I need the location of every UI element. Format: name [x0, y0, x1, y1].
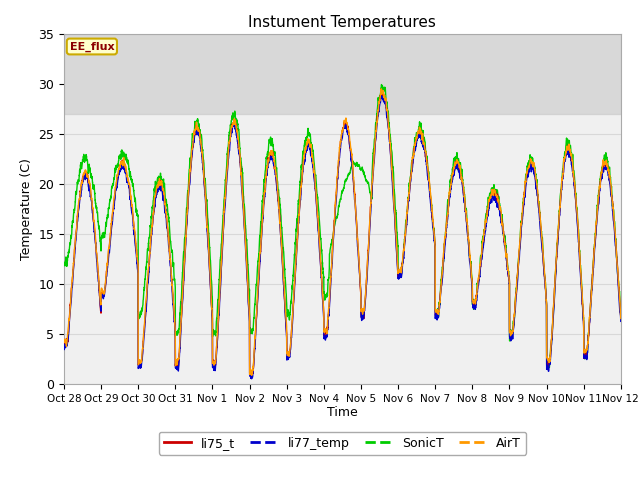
li77_temp: [160, 196, 168, 202]
Line: li75_t: li75_t: [64, 92, 621, 377]
SonicT: [378, 82, 385, 87]
Y-axis label: Temperature (C): Temperature (C): [20, 158, 33, 260]
li75_t: [436, 288, 444, 294]
Title: Instument Temperatures: Instument Temperatures: [248, 15, 436, 30]
X-axis label: Time: Time: [327, 407, 358, 420]
li75_t: [160, 196, 168, 202]
li77_temp: [248, 376, 255, 382]
Line: li77_temp: li77_temp: [64, 96, 621, 379]
Legend: li75_t, li77_temp, SonicT, AirT: li75_t, li77_temp, SonicT, AirT: [159, 432, 526, 455]
SonicT: [499, 223, 507, 229]
li77_temp: [616, 310, 624, 316]
li77_temp: [436, 291, 444, 297]
Line: AirT: AirT: [64, 89, 621, 375]
li75_t: [616, 309, 624, 314]
li77_temp: [378, 93, 385, 98]
li75_t: [617, 313, 625, 319]
SonicT: [322, 295, 330, 300]
AirT: [160, 192, 168, 197]
li77_temp: [60, 347, 68, 352]
li75_t: [247, 374, 255, 380]
SonicT: [617, 313, 625, 319]
Bar: [64, 34, 621, 114]
SonicT: [436, 288, 444, 294]
li75_t: [468, 275, 476, 281]
AirT: [378, 86, 385, 92]
AirT: [617, 316, 625, 322]
AirT: [60, 336, 68, 342]
li75_t: [60, 341, 68, 347]
Text: EE_flux: EE_flux: [70, 41, 114, 52]
li75_t: [378, 89, 386, 95]
AirT: [616, 305, 624, 311]
AirT: [248, 372, 255, 378]
li75_t: [499, 226, 507, 231]
li77_temp: [617, 318, 625, 324]
SonicT: [544, 366, 552, 372]
SonicT: [60, 260, 68, 265]
li75_t: [322, 333, 330, 339]
AirT: [436, 290, 444, 296]
AirT: [322, 328, 330, 334]
SonicT: [160, 187, 168, 192]
li77_temp: [322, 335, 330, 340]
Line: SonicT: SonicT: [64, 84, 621, 369]
SonicT: [616, 309, 624, 315]
AirT: [468, 272, 476, 277]
li77_temp: [468, 275, 476, 280]
li77_temp: [499, 230, 507, 236]
SonicT: [467, 266, 475, 272]
AirT: [499, 226, 507, 231]
